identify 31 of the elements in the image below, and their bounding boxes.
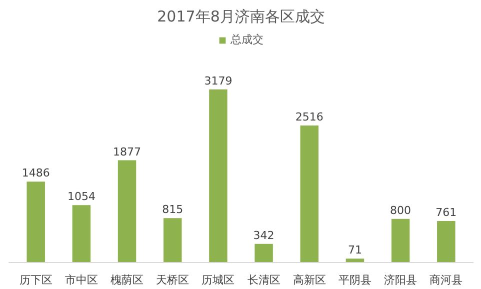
- x-tick-label: 市中区: [64, 274, 98, 286]
- bar: [72, 205, 91, 262]
- bar: [437, 221, 456, 262]
- x-tick-label: 长清区: [247, 274, 280, 286]
- data-label: 1877: [113, 145, 142, 158]
- x-tick-label: 商河县: [430, 274, 463, 286]
- data-label: 71: [348, 244, 362, 257]
- x-tick-label: 槐荫区: [110, 274, 144, 286]
- x-tick-label: 历下区: [19, 274, 52, 286]
- bar: [300, 125, 318, 262]
- chart-title: 2017年8月济南各区成交: [157, 8, 325, 26]
- x-tick-label: 高新区: [292, 274, 326, 286]
- data-label: 1486: [22, 166, 50, 180]
- data-label: 2516: [295, 110, 324, 124]
- x-tick-label: 历城区: [202, 274, 235, 286]
- bar: [26, 182, 45, 262]
- x-tick-label: 平阴县: [338, 274, 372, 286]
- data-label: 342: [253, 228, 274, 242]
- data-label: 800: [390, 204, 412, 217]
- x-tick-label: 天桥区: [156, 274, 190, 286]
- bar: [209, 89, 228, 262]
- bar: [391, 218, 410, 262]
- data-label: 1054: [67, 190, 96, 204]
- data-label: 815: [162, 203, 184, 216]
- data-label: 761: [436, 206, 457, 220]
- bar: [254, 244, 273, 262]
- x-tick-label: 济阳县: [384, 274, 418, 286]
- data-label: 3179: [204, 74, 232, 88]
- bar: [164, 218, 182, 262]
- bar: [118, 160, 136, 262]
- legend-label: 总成交: [230, 32, 264, 47]
